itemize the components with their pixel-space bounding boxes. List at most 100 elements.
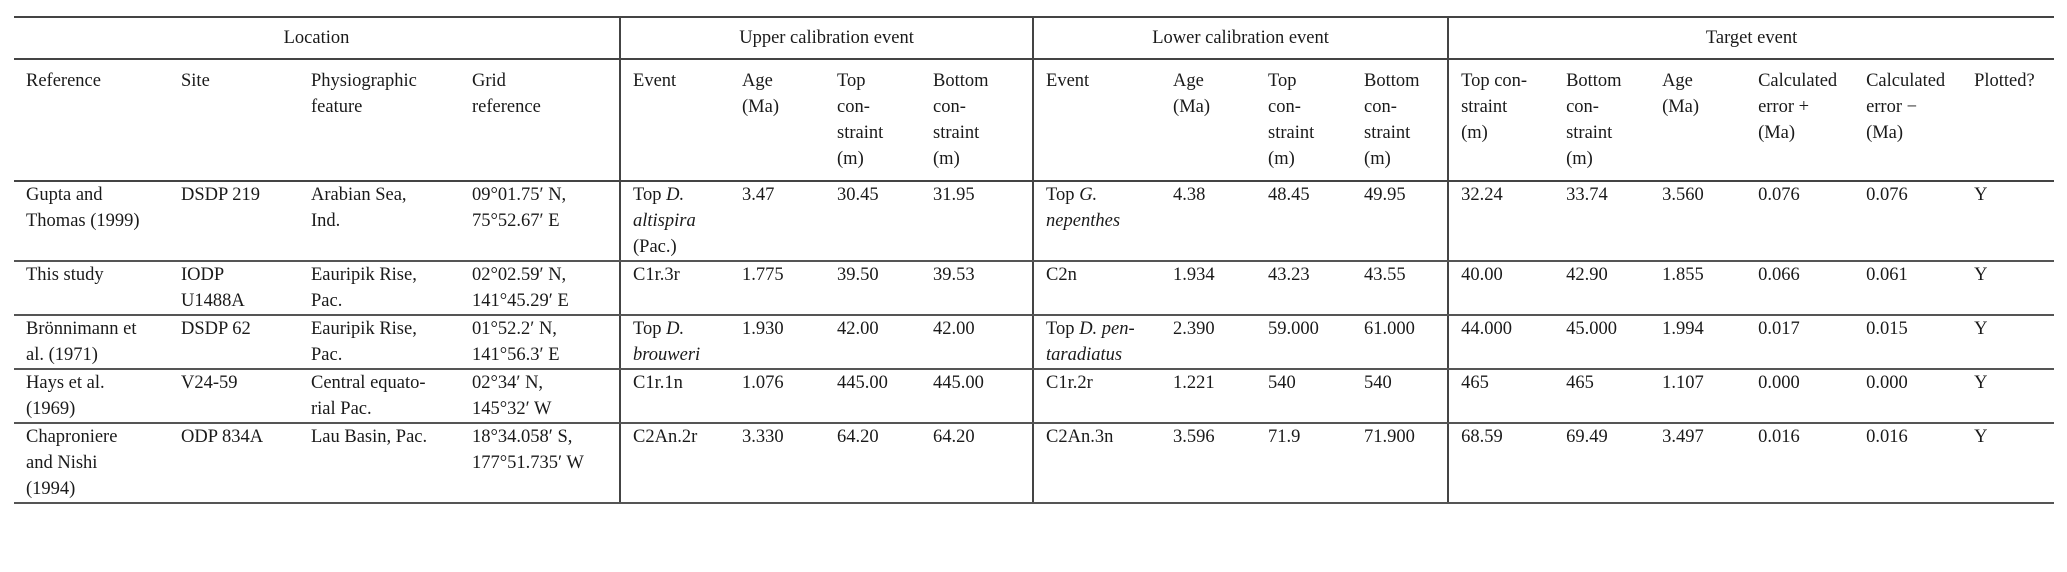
cell-lower-top: 540 — [1256, 369, 1353, 424]
cell-plotted: Y — [1962, 315, 2055, 370]
cell-upper-bottom: 39.53 — [921, 261, 1034, 316]
cell-feature: Lau Basin, Pac. — [299, 423, 460, 504]
cell-upper-event: C2An.2r — [619, 423, 731, 504]
cell-lower-event: C2An.3n — [1032, 423, 1162, 504]
cell-error-plus: 0.066 — [1746, 261, 1855, 316]
cell-upper-top: 64.20 — [825, 423, 922, 504]
col-lower-age: Age (Ma) — [1161, 59, 1257, 182]
cell-error-minus: 0.061 — [1854, 261, 1963, 316]
cell-target-age: 3.560 — [1650, 181, 1747, 262]
column-header-row: Reference Site Physiographic feature Grid… — [14, 59, 2055, 182]
col-target-top: Top con-straint (m) — [1447, 59, 1555, 182]
cell-site: ODP 834A — [169, 423, 299, 504]
cell-lower-event: C2n — [1032, 261, 1162, 316]
cell-upper-bottom: 445.00 — [921, 369, 1034, 424]
col-upper-bottom: Bottom con-straint (m) — [921, 59, 1034, 182]
cell-lower-age: 4.38 — [1161, 181, 1257, 262]
cell-site: DSDP 62 — [169, 315, 299, 370]
cell-grid: 01°52.2′ N, 141°56.3′ E — [460, 315, 621, 370]
cell-lower-event: C1r.2r — [1032, 369, 1162, 424]
col-plotted: Plotted? — [1962, 59, 2055, 182]
cell-lower-event: Top G. nepenthes — [1032, 181, 1162, 262]
cell-lower-age: 3.596 — [1161, 423, 1257, 504]
col-upper-event: Event — [619, 59, 731, 182]
cell-error-plus: 0.000 — [1746, 369, 1855, 424]
cell-upper-bottom: 42.00 — [921, 315, 1034, 370]
cell-reference: Gupta and Thomas (1999) — [14, 181, 169, 262]
cell-lower-top: 71.9 — [1256, 423, 1353, 504]
cell-feature: Eauripik Rise, Pac. — [299, 315, 460, 370]
cell-upper-event: C1r.1n — [619, 369, 731, 424]
cell-feature: Eauripik Rise, Pac. — [299, 261, 460, 316]
col-upper-top: Top con-straint (m) — [825, 59, 922, 182]
cell-target-age: 1.855 — [1650, 261, 1747, 316]
cell-upper-bottom: 31.95 — [921, 181, 1034, 262]
cell-lower-bottom: 61.000 — [1352, 315, 1449, 370]
cell-reference: Brönnimann et al. (1971) — [14, 315, 169, 370]
cell-upper-top: 42.00 — [825, 315, 922, 370]
cell-lower-top: 43.23 — [1256, 261, 1353, 316]
cell-error-minus: 0.016 — [1854, 423, 1963, 504]
cell-error-plus: 0.016 — [1746, 423, 1855, 504]
cell-reference: Hays et al. (1969) — [14, 369, 169, 424]
cell-target-top: 465 — [1447, 369, 1555, 424]
cell-upper-age: 1.775 — [730, 261, 826, 316]
table-row: Chaproniere and Nishi (1994) ODP 834A Lau … — [14, 423, 2055, 504]
cell-lower-age: 2.390 — [1161, 315, 1257, 370]
cell-grid: 09°01.75′ N, 75°52.67′ E — [460, 181, 621, 262]
cell-target-age: 3.497 — [1650, 423, 1747, 504]
cell-site: V24-59 — [169, 369, 299, 424]
cell-target-bottom: 45.000 — [1554, 315, 1651, 370]
cell-upper-event: Top D. altispira (Pac.) — [619, 181, 731, 262]
cell-upper-event: Top D. brouweri — [619, 315, 731, 370]
cell-reference: Chaproniere and Nishi (1994) — [14, 423, 169, 504]
cell-upper-top: 39.50 — [825, 261, 922, 316]
cell-upper-age: 1.930 — [730, 315, 826, 370]
col-lower-event: Event — [1032, 59, 1162, 182]
col-reference: Reference — [14, 59, 169, 182]
cell-upper-bottom: 64.20 — [921, 423, 1034, 504]
cell-target-top: 44.000 — [1447, 315, 1555, 370]
table-row: This study IODP U1488A Eauripik Rise, Pac.… — [14, 261, 2055, 316]
cell-site: IODP U1488A — [169, 261, 299, 316]
cell-target-top: 68.59 — [1447, 423, 1555, 504]
cell-upper-age: 3.47 — [730, 181, 826, 262]
col-target-age: Age (Ma) — [1650, 59, 1747, 182]
cell-error-minus: 0.076 — [1854, 181, 1963, 262]
cell-target-bottom: 33.74 — [1554, 181, 1651, 262]
cell-target-bottom: 42.90 — [1554, 261, 1651, 316]
cell-plotted: Y — [1962, 369, 2055, 424]
cell-target-bottom: 69.49 — [1554, 423, 1651, 504]
calibration-table: Location Upper calibration event Lower c… — [14, 16, 2055, 504]
col-error-plus: Calculated error + (Ma) — [1746, 59, 1855, 182]
cell-target-age: 1.994 — [1650, 315, 1747, 370]
cell-feature: Central equato-rial Pac. — [299, 369, 460, 424]
cell-grid: 18°34.058′ S, 177°51.735′ W — [460, 423, 621, 504]
cell-lower-top: 48.45 — [1256, 181, 1353, 262]
cell-target-bottom: 465 — [1554, 369, 1651, 424]
cell-upper-age: 3.330 — [730, 423, 826, 504]
cell-plotted: Y — [1962, 181, 2055, 262]
cell-lower-age: 1.934 — [1161, 261, 1257, 316]
cell-target-top: 40.00 — [1447, 261, 1555, 316]
group-header-row: Location Upper calibration event Lower c… — [14, 16, 2055, 60]
col-grid-reference: Grid reference — [460, 59, 621, 182]
cell-target-age: 1.107 — [1650, 369, 1747, 424]
col-site: Site — [169, 59, 299, 182]
cell-error-plus: 0.076 — [1746, 181, 1855, 262]
group-upper-calibration: Upper calibration event — [619, 16, 1034, 60]
table-row: Gupta and Thomas (1999) DSDP 219 Arabian … — [14, 181, 2055, 262]
cell-error-plus: 0.017 — [1746, 315, 1855, 370]
cell-plotted: Y — [1962, 423, 2055, 504]
cell-grid: 02°34′ N, 145°32′ W — [460, 369, 621, 424]
cell-upper-top: 30.45 — [825, 181, 922, 262]
cell-lower-event: Top D. pen-taradiatus — [1032, 315, 1162, 370]
cell-site: DSDP 219 — [169, 181, 299, 262]
group-location: Location — [14, 16, 621, 60]
cell-feature: Arabian Sea, Ind. — [299, 181, 460, 262]
cell-target-top: 32.24 — [1447, 181, 1555, 262]
col-error-minus: Calculated error − (Ma) — [1854, 59, 1963, 182]
group-lower-calibration: Lower calibration event — [1032, 16, 1449, 60]
cell-upper-event: C1r.3r — [619, 261, 731, 316]
cell-lower-bottom: 43.55 — [1352, 261, 1449, 316]
